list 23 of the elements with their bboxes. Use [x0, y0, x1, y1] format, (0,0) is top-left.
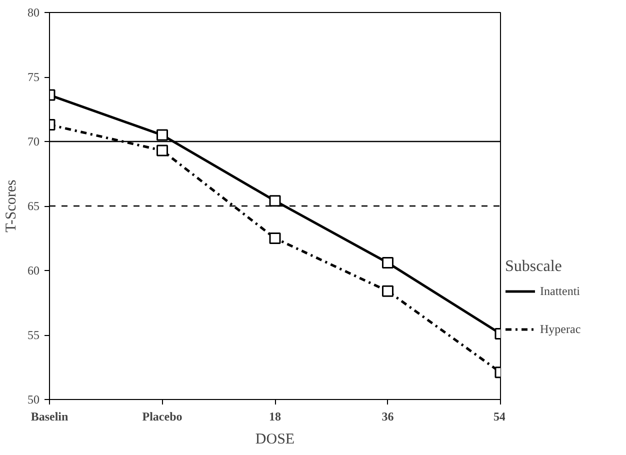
y-tick-label: 50 — [28, 392, 40, 406]
legend-label: Hyperac — [540, 322, 581, 336]
y-axis-title: T-Scores — [4, 179, 20, 232]
x-axis-title: DOSE — [255, 432, 295, 448]
point — [269, 195, 281, 207]
y-tick-label: 55 — [28, 328, 40, 342]
legend-label: Inattenti — [540, 284, 580, 298]
x-tick-label: 18 — [269, 410, 281, 424]
x-tick-label: Baselin — [30, 410, 68, 424]
y-tick-label: 80 — [28, 6, 40, 20]
x-tick-label: 54 — [494, 410, 506, 424]
point — [382, 285, 394, 297]
x-tick-label: 36 — [382, 410, 394, 424]
y-tick-label: 75 — [28, 70, 40, 84]
legend-title: Subscale — [505, 258, 563, 276]
point — [382, 257, 394, 269]
x-tick-label: Placebo — [142, 410, 182, 424]
y-tick-label: 65 — [28, 199, 40, 213]
point — [156, 129, 168, 141]
point — [156, 144, 168, 156]
y-tick-label: 60 — [28, 264, 40, 278]
point — [269, 232, 281, 244]
y-tick-label: 70 — [28, 134, 40, 148]
